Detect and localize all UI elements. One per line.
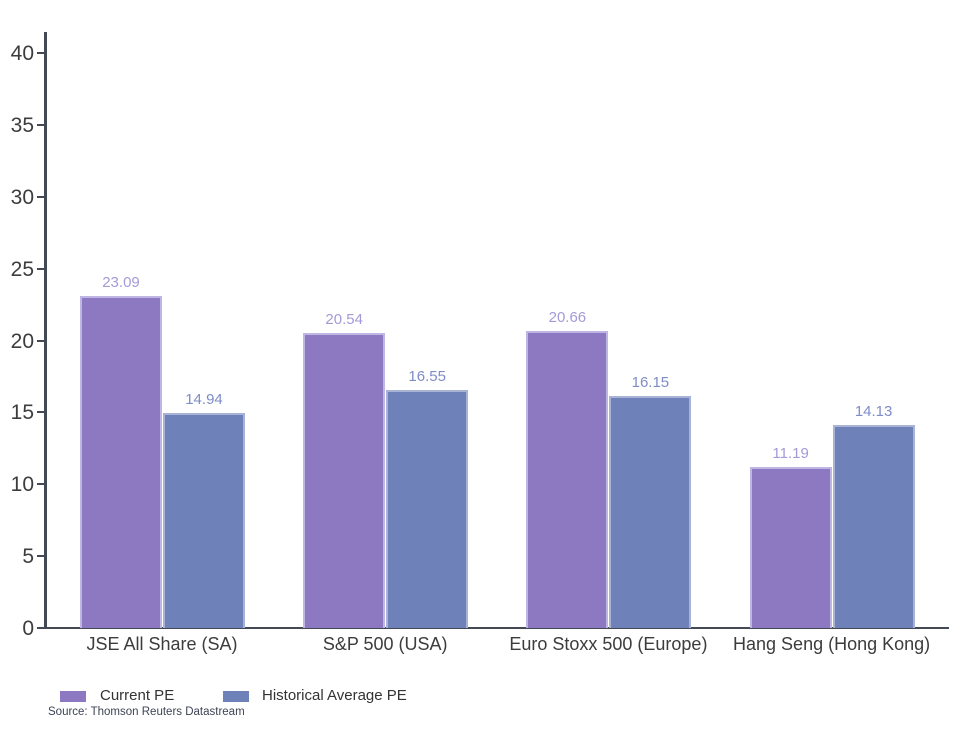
bar-value-label: 23.09 — [102, 274, 140, 292]
bar-value-label: 14.94 — [185, 391, 223, 409]
bar-historical-average-pe-4 — [832, 424, 915, 628]
y-tick-mark-20 — [37, 339, 45, 342]
y-tick-label-20: 20 — [10, 329, 34, 353]
bar-value-label: 16.55 — [408, 368, 446, 386]
y-tick-label-40: 40 — [10, 42, 34, 65]
bar-current-pe-1 — [80, 296, 162, 628]
bar-historical-average-pe-3 — [609, 395, 692, 628]
x-axis-label-2: S&P 500 (USA) — [322, 634, 448, 654]
bar-value-label: 11.19 — [772, 445, 809, 463]
y-tick-mark-0 — [37, 627, 45, 629]
y-tick-mark-35 — [37, 123, 45, 126]
bar-value-label: 14.13 — [854, 402, 893, 420]
legend-swatch-current-pe — [60, 691, 86, 702]
y-tick-label-5: 5 — [22, 545, 34, 569]
legend-swatch-historical-average-pe — [223, 691, 249, 702]
y-tick-mark-25 — [37, 267, 45, 270]
x-axis-label-1: JSE All Share (SA) — [86, 634, 238, 654]
y-tick-label-30: 30 — [10, 185, 34, 209]
y-tick-label-15: 15 — [10, 401, 34, 425]
y-tick-label-25: 25 — [10, 257, 34, 281]
y-tick-mark-30 — [37, 195, 45, 198]
bar-value-label: 20.54 — [325, 310, 363, 328]
bar-historical-average-pe-2 — [386, 390, 469, 628]
y-tick-mark-5 — [37, 555, 45, 558]
y-tick-label-35: 35 — [10, 113, 34, 137]
bar-value-label: 20.66 — [548, 309, 587, 326]
y-axis-line — [44, 32, 47, 629]
legend-label-historical-average-pe: Historical Average PE — [262, 687, 407, 704]
x-axis-label-3: Euro Stoxx 500 (Europe) — [509, 634, 708, 654]
bar-current-pe-4 — [749, 467, 832, 628]
legend-label-current-pe: Current PE — [100, 687, 175, 704]
bar-current-pe-3 — [526, 331, 609, 628]
y-tick-label-0: 0 — [22, 617, 34, 640]
bar-current-pe-2 — [303, 332, 386, 628]
bar-value-label: 16.15 — [631, 373, 670, 391]
x-axis-line — [44, 627, 949, 629]
x-axis-label-4: Hang Seng (Hong Kong) — [733, 634, 931, 654]
y-tick-mark-15 — [37, 411, 45, 414]
source-note: Source: Thomson Reuters Datastream — [48, 706, 245, 718]
bar-historical-average-pe-1 — [163, 413, 245, 628]
y-tick-mark-40 — [37, 52, 45, 54]
y-tick-label-10: 10 — [10, 473, 34, 497]
y-tick-mark-10 — [37, 483, 45, 486]
